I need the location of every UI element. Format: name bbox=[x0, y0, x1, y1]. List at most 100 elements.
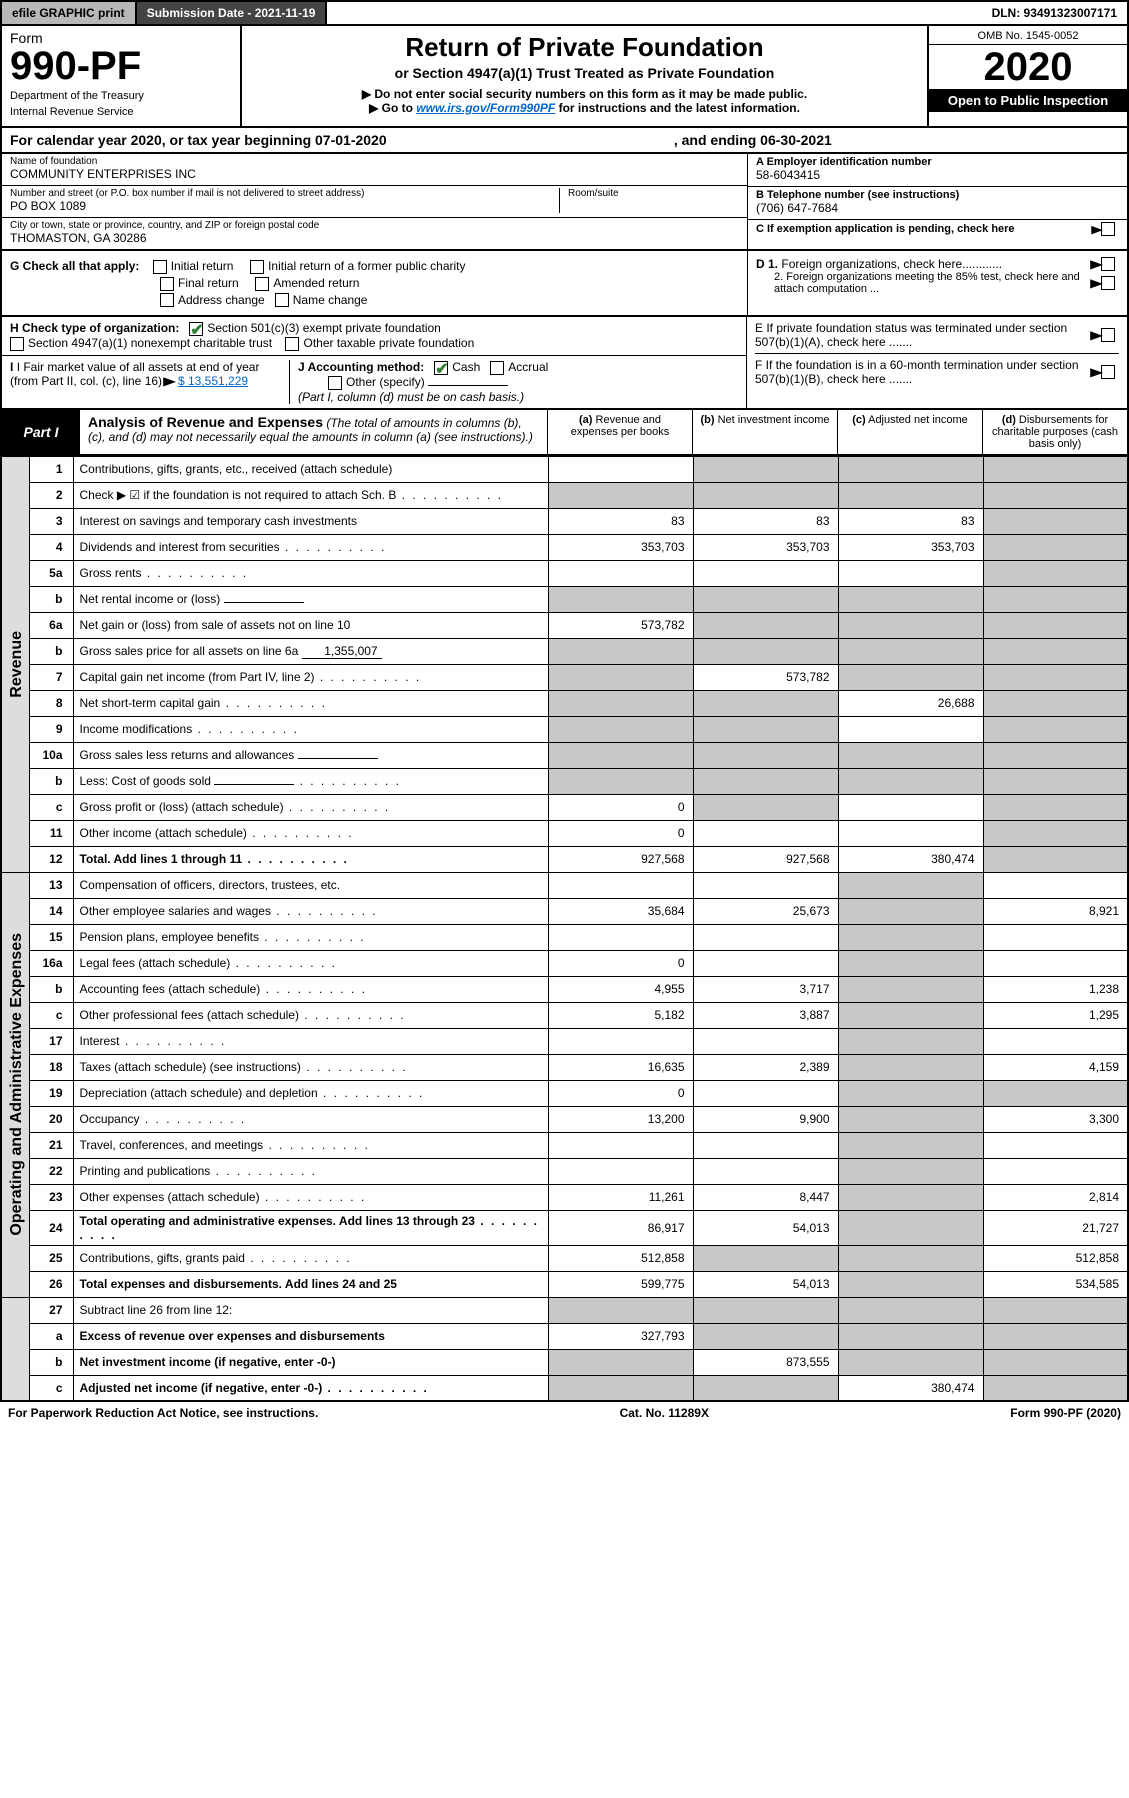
line-number: a bbox=[29, 1323, 73, 1349]
city-state-zip: THOMASTON, GA 30286 bbox=[10, 231, 739, 245]
cell-value bbox=[838, 1054, 983, 1080]
initial-former-checkbox[interactable] bbox=[250, 260, 264, 274]
cell-value bbox=[983, 1158, 1128, 1184]
line-description: Travel, conferences, and meetings bbox=[73, 1132, 548, 1158]
cell-value: 873,555 bbox=[693, 1349, 838, 1375]
line-number: b bbox=[29, 1349, 73, 1375]
cell-value bbox=[548, 586, 693, 612]
line-number: 12 bbox=[29, 846, 73, 872]
calendar-year-line: For calendar year 2020, or tax year begi… bbox=[0, 128, 1129, 154]
cell-value bbox=[983, 820, 1128, 846]
h-label: H Check type of organization: bbox=[10, 321, 179, 335]
cell-value: 54,013 bbox=[693, 1271, 838, 1297]
cell-value bbox=[693, 1158, 838, 1184]
final-return-checkbox[interactable] bbox=[160, 277, 174, 291]
line-description: Legal fees (attach schedule) bbox=[73, 950, 548, 976]
cell-value: 9,900 bbox=[693, 1106, 838, 1132]
line-number: 14 bbox=[29, 898, 73, 924]
table-row: 27Subtract line 26 from line 12: bbox=[1, 1297, 1128, 1323]
cell-value bbox=[693, 612, 838, 638]
initial-return-checkbox[interactable] bbox=[153, 260, 167, 274]
line-number: 16a bbox=[29, 950, 73, 976]
cell-value: 35,684 bbox=[548, 898, 693, 924]
cell-value bbox=[548, 456, 693, 482]
j-label: J Accounting method: bbox=[298, 360, 424, 374]
h-4947-checkbox[interactable] bbox=[10, 337, 24, 351]
cell-value bbox=[693, 560, 838, 586]
ein-field: A Employer identification number 58-6043… bbox=[748, 154, 1127, 187]
table-row: bLess: Cost of goods sold bbox=[1, 768, 1128, 794]
cell-value bbox=[548, 924, 693, 950]
form-instructions-link[interactable]: www.irs.gov/Form990PF bbox=[416, 101, 555, 115]
table-row: 17Interest bbox=[1, 1028, 1128, 1054]
accrual-checkbox[interactable] bbox=[490, 361, 504, 375]
cell-value bbox=[693, 1080, 838, 1106]
part1-title-block: Analysis of Revenue and Expenses (The to… bbox=[80, 410, 547, 454]
cell-value bbox=[548, 716, 693, 742]
cell-value bbox=[693, 1132, 838, 1158]
d2-checkbox[interactable] bbox=[1101, 276, 1115, 290]
cell-value: 534,585 bbox=[983, 1271, 1128, 1297]
table-row: 26Total expenses and disbursements. Add … bbox=[1, 1271, 1128, 1297]
address-change-checkbox[interactable] bbox=[160, 293, 174, 307]
year-block: OMB No. 1545-0052 2020 Open to Public In… bbox=[927, 26, 1127, 126]
cell-value: 4,159 bbox=[983, 1054, 1128, 1080]
cell-value bbox=[983, 456, 1128, 482]
e-checkbox[interactable] bbox=[1101, 328, 1115, 342]
h-501c3-checkbox[interactable] bbox=[189, 322, 203, 336]
cell-value bbox=[693, 638, 838, 664]
col-c-header: (c) Adjusted net income bbox=[837, 410, 982, 454]
other-method-input[interactable] bbox=[428, 385, 508, 386]
line-number: 15 bbox=[29, 924, 73, 950]
efile-print-button[interactable]: efile GRAPHIC print bbox=[2, 2, 137, 24]
line-number: 18 bbox=[29, 1054, 73, 1080]
h-other-checkbox[interactable] bbox=[285, 337, 299, 351]
cell-value bbox=[838, 742, 983, 768]
line-description: Adjusted net income (if negative, enter … bbox=[73, 1375, 548, 1401]
d1-checkbox[interactable] bbox=[1101, 257, 1115, 271]
cell-value bbox=[693, 716, 838, 742]
cash-checkbox[interactable] bbox=[434, 361, 448, 375]
line-number: c bbox=[29, 794, 73, 820]
cell-value: 573,782 bbox=[693, 664, 838, 690]
table-row: 11Other income (attach schedule)0 bbox=[1, 820, 1128, 846]
form-number: 990-PF bbox=[10, 46, 232, 86]
other-method-checkbox[interactable] bbox=[328, 376, 342, 390]
f-checkbox[interactable] bbox=[1101, 365, 1115, 379]
line-description: Net rental income or (loss) bbox=[73, 586, 548, 612]
fmv-value[interactable]: $ 13,551,229 bbox=[178, 374, 248, 388]
cell-value bbox=[548, 1349, 693, 1375]
line-description: Taxes (attach schedule) (see instruction… bbox=[73, 1054, 548, 1080]
exemption-checkbox[interactable] bbox=[1101, 222, 1115, 236]
line-number: 25 bbox=[29, 1245, 73, 1271]
amended-return-checkbox[interactable] bbox=[255, 277, 269, 291]
line-number: 5a bbox=[29, 560, 73, 586]
cell-value bbox=[838, 820, 983, 846]
table-row: bNet investment income (if negative, ent… bbox=[1, 1349, 1128, 1375]
cell-value bbox=[548, 742, 693, 768]
line-description: Gross rents bbox=[73, 560, 548, 586]
cell-value: 2,814 bbox=[983, 1184, 1128, 1210]
line-number: 19 bbox=[29, 1080, 73, 1106]
cell-value bbox=[838, 560, 983, 586]
g-opt-4: Address change bbox=[178, 293, 265, 307]
name-change-checkbox[interactable] bbox=[275, 293, 289, 307]
cell-value bbox=[838, 1132, 983, 1158]
table-row: 23Other expenses (attach schedule)11,261… bbox=[1, 1184, 1128, 1210]
cell-value: 1,238 bbox=[983, 976, 1128, 1002]
line-description: Net investment income (if negative, ente… bbox=[73, 1349, 548, 1375]
line-description: Gross sales less returns and allowances bbox=[73, 742, 548, 768]
line-description: Income modifications bbox=[73, 716, 548, 742]
j-accrual: Accrual bbox=[508, 360, 548, 374]
table-row: 24Total operating and administrative exp… bbox=[1, 1210, 1128, 1245]
cell-value: 353,703 bbox=[838, 534, 983, 560]
part1-label: Part I bbox=[2, 410, 80, 454]
omb-number: OMB No. 1545-0052 bbox=[929, 28, 1127, 45]
form-id-block: Form 990-PF Department of the Treasury I… bbox=[2, 26, 242, 126]
cell-value: 83 bbox=[838, 508, 983, 534]
line-number: b bbox=[29, 976, 73, 1002]
cell-value bbox=[838, 1028, 983, 1054]
cell-value bbox=[983, 586, 1128, 612]
cell-value bbox=[983, 1080, 1128, 1106]
col-d-header: (d) Disbursements for charitable purpose… bbox=[982, 410, 1127, 454]
